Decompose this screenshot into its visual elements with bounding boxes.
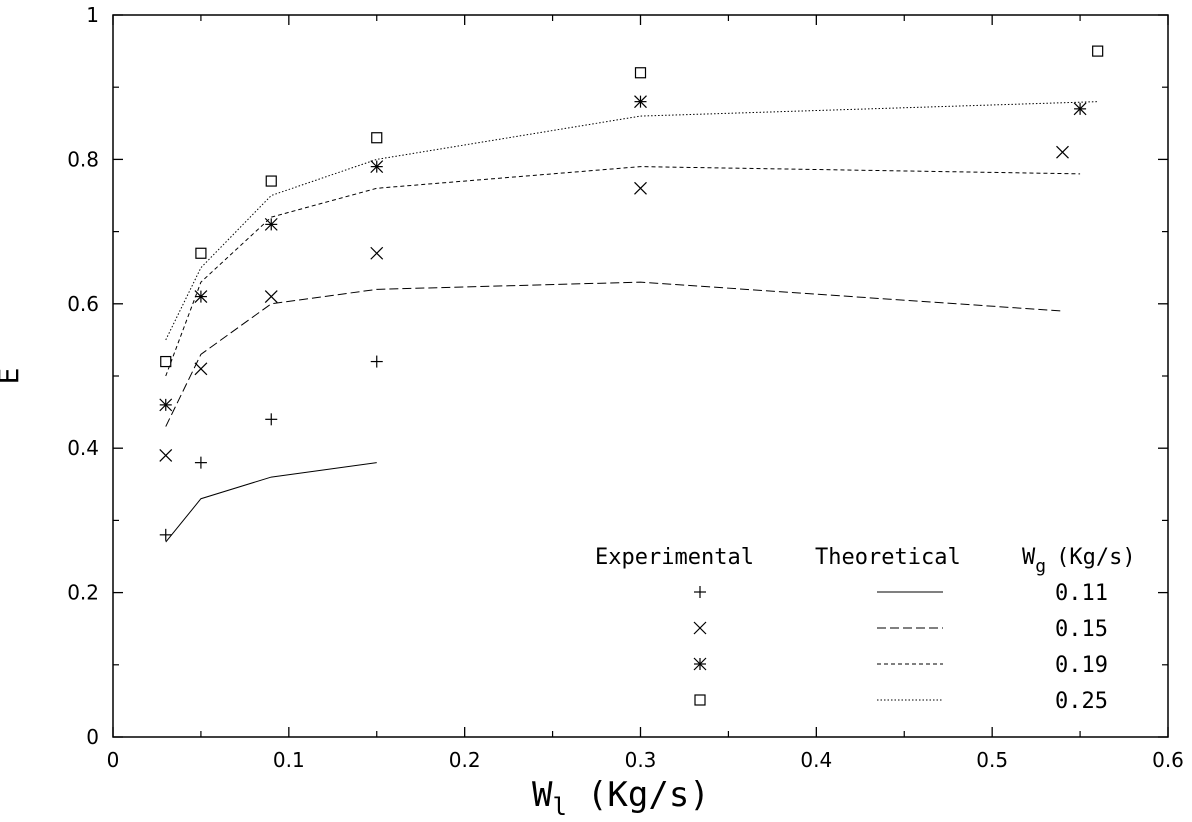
y-tick-label: 0.8 [67, 147, 99, 171]
plus-marker [265, 413, 278, 426]
legend-series-label: 0.11 [1055, 581, 1108, 606]
y-tick-label: 0.4 [67, 436, 99, 460]
cross-marker [1056, 145, 1069, 159]
star-marker [264, 217, 278, 231]
x-tick-label: 0.3 [625, 748, 657, 772]
plus-marker [194, 456, 207, 469]
square-marker [371, 132, 383, 144]
x-tick-label: 0 [107, 748, 120, 772]
legend: Experimental Theoretical Wg (Kg/s) 0.110.… [595, 545, 1136, 714]
plus-marker [159, 528, 172, 541]
cross-marker [159, 448, 173, 462]
y-tick-label: 0.2 [67, 581, 99, 605]
plus-marker [694, 586, 706, 598]
star-marker [194, 290, 208, 304]
x-tick-label: 0.2 [449, 748, 481, 772]
x-tick-label: 0.5 [976, 748, 1008, 772]
y-tick-label: 0 [86, 725, 99, 749]
x-axis-title: Wl (Kg/s) [532, 775, 710, 821]
legend-header-wg-main: W [1022, 545, 1036, 570]
cross-marker [264, 290, 278, 304]
square-marker [265, 175, 277, 187]
legend-header-wg-unit: (Kg/s) [1056, 545, 1135, 570]
cross-marker [693, 621, 707, 635]
x-axis-title-sub: l [552, 793, 566, 821]
legend-series-label: 0.15 [1055, 617, 1108, 642]
star-marker [634, 95, 647, 109]
star-marker [693, 657, 707, 671]
axis-ticks [112, 14, 1169, 738]
y-tick-label: 1 [86, 3, 99, 27]
experimental-points [159, 45, 1104, 541]
star-marker [370, 160, 384, 174]
square-marker [195, 247, 207, 259]
legend-header-wg: Wg (Kg/s) [1022, 545, 1136, 577]
tick-labels: 0 0.1 0.2 0.3 0.4 0.5 0.6 0 0.2 0.4 0.6 0.8 1 [67, 3, 1184, 772]
square-marker [1092, 45, 1104, 57]
star-marker [1073, 102, 1087, 116]
cross-marker [370, 246, 384, 260]
square-marker [634, 67, 647, 79]
plus-marker [370, 355, 383, 368]
x-axis-title-main: W [532, 775, 553, 815]
legend-header-theoretical: Theoretical [815, 545, 961, 570]
legend-series-label: 0.25 [1055, 689, 1108, 714]
x-axis-title-unit: (Kg/s) [587, 775, 710, 815]
star-marker [159, 398, 173, 412]
x-tick-label: 0.6 [1152, 748, 1184, 772]
theoretical-line-0.11 [165, 462, 377, 543]
legend-header-experimental: Experimental [595, 545, 754, 570]
y-axis-title: E [0, 368, 25, 385]
square-marker [160, 355, 172, 368]
x-tick-label: 0.1 [273, 748, 305, 772]
y-tick-label: 0.6 [67, 292, 99, 316]
theoretical-line-0.15 [165, 281, 1063, 427]
cross-marker [194, 362, 208, 376]
plot-frame [112, 14, 1169, 738]
x-tick-label: 0.4 [800, 748, 832, 772]
theoretical-lines [165, 101, 1098, 543]
legend-series-label: 0.19 [1055, 653, 1108, 678]
theoretical-line-0.25 [165, 101, 1098, 341]
cross-marker [634, 181, 647, 195]
theoretical-line-0.19 [165, 166, 1081, 377]
legend-header-wg-sub: g [1035, 556, 1046, 577]
square-marker [694, 694, 706, 706]
legend-rows: 0.11 0.15 0.19 0.25 [693, 581, 1108, 714]
